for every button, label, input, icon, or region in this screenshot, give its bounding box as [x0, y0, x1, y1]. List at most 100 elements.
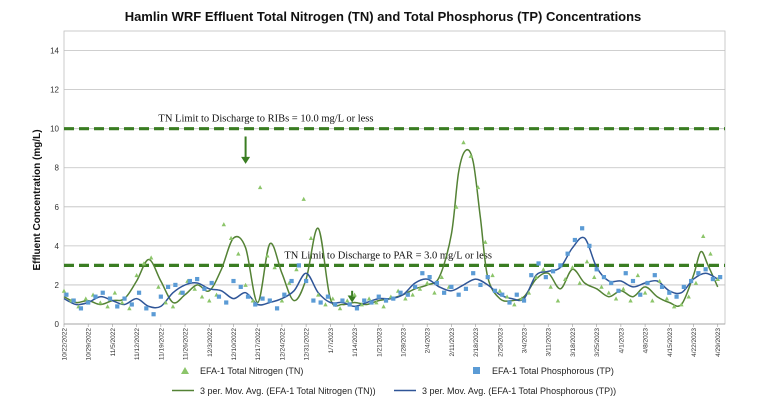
y-tick-label: 14 — [50, 47, 59, 56]
tp-point — [71, 298, 76, 303]
tp-point — [311, 298, 316, 303]
x-tick-label: 1/21/2023 — [376, 328, 383, 357]
tn-point — [577, 280, 582, 285]
tp-point — [442, 290, 447, 295]
tp-point — [536, 261, 541, 266]
tn-point — [555, 298, 561, 303]
tn-point — [454, 204, 459, 209]
y-tick-label: 6 — [55, 203, 60, 212]
tn-point — [548, 284, 553, 289]
tp-point — [136, 290, 142, 295]
tn-point — [570, 265, 575, 270]
tp-point — [645, 280, 650, 286]
x-tick-label: 1/14/2023 — [352, 328, 359, 357]
tn-point — [265, 253, 270, 258]
limit-arrow-head — [241, 156, 251, 164]
tn-point — [635, 272, 641, 278]
series-layer — [61, 140, 723, 317]
tp-point — [274, 306, 280, 311]
tn-point — [439, 274, 444, 280]
x-tick-label: 4/1/2023 — [618, 328, 625, 354]
y-tick-labels: 0 2 4 6 8 10 12 14 — [50, 47, 59, 329]
tp-point — [398, 290, 403, 295]
tn-point — [134, 272, 139, 278]
x-tick-label: 3/4/2023 — [522, 328, 529, 354]
tp-point — [267, 298, 272, 303]
tp-point — [703, 267, 708, 272]
tn-point — [584, 259, 590, 264]
tn-point — [381, 304, 386, 309]
x-tick-label: 3/11/2023 — [546, 328, 553, 357]
tn-point — [170, 304, 176, 309]
tn-point — [468, 153, 473, 158]
x-tick-label: 1/28/2023 — [400, 328, 407, 357]
x-tick-label: 11/12/2022 — [134, 328, 141, 360]
tn-point — [693, 280, 699, 285]
tp-point — [289, 278, 294, 284]
tp-point — [354, 306, 360, 311]
tn-point — [352, 292, 357, 297]
tn-point — [613, 296, 619, 301]
legend-label: 3 per. Mov. Avg. (EFA-1 Total Nitrogen (… — [200, 386, 376, 396]
tp-point — [304, 278, 309, 284]
tn-point — [650, 298, 655, 303]
tp-point — [282, 292, 287, 297]
tp-point — [572, 237, 577, 243]
gridlines — [63, 30, 726, 325]
legend-label: EFA-1 Total Nitrogen (TN) — [200, 366, 303, 376]
tp-point — [245, 294, 251, 299]
tn-point — [475, 185, 481, 190]
tn-point — [257, 185, 263, 190]
tn-point — [83, 296, 88, 301]
limit-lines: TN Limit to Discharge to RIBs = 10.0 mg/… — [64, 114, 725, 303]
tp-point — [238, 284, 243, 289]
tn-point — [664, 296, 670, 301]
tn-point — [286, 280, 292, 285]
tn-point — [461, 140, 466, 145]
chart-title: Hamlin WRF Effluent Total Nitrogen (TN) … — [125, 9, 642, 24]
tp-point — [391, 296, 396, 301]
tn-point — [562, 276, 568, 281]
tn-point — [163, 300, 168, 305]
limit-label: TN Limit to Discharge to RIBs = 10.0 mg/… — [158, 114, 373, 125]
tp-point — [616, 288, 621, 293]
tp-point — [187, 278, 193, 284]
tp-point — [93, 294, 98, 299]
tn-point — [359, 302, 365, 307]
tp-point — [667, 290, 672, 295]
x-tick-label: 3/25/2023 — [594, 328, 601, 357]
tn-point — [141, 261, 147, 266]
x-tick-label: 12/24/2022 — [279, 328, 286, 361]
tn-point — [679, 302, 684, 307]
y-tick-label: 4 — [55, 242, 60, 251]
tn-point — [192, 286, 197, 291]
tn-point — [533, 274, 539, 280]
tn-point — [671, 304, 677, 309]
tn-point — [490, 272, 495, 278]
tp-point — [659, 284, 665, 289]
tn-point — [345, 298, 350, 303]
tn-point — [483, 239, 488, 244]
tn-point — [308, 235, 314, 240]
tp-point — [166, 284, 171, 289]
y-tick-label: 0 — [55, 320, 60, 329]
tp-point — [565, 251, 570, 256]
y-tick-label: 2 — [55, 281, 60, 290]
tn-point — [592, 274, 597, 280]
tp-point — [333, 302, 338, 307]
tn-point — [272, 265, 277, 270]
tn-point — [228, 235, 234, 240]
tp-point — [260, 296, 265, 301]
tp-point — [492, 288, 498, 293]
tn-point — [657, 278, 662, 283]
tn-point — [105, 304, 110, 309]
tp-point — [253, 302, 258, 307]
limit-label: TN Limit to Discharge to PAR = 3.0 mg/L … — [284, 250, 492, 261]
tp-point — [202, 286, 207, 291]
x-tick-label: 4/29/2023 — [715, 328, 722, 357]
y-tick-label: 10 — [50, 125, 59, 134]
legend-label: EFA-1 Total Phosphorous (TP) — [492, 366, 614, 376]
x-tick-label: 12/3/2022 — [207, 328, 214, 357]
x-tick-label: 11/26/2022 — [183, 328, 190, 360]
tp-point — [478, 282, 483, 288]
